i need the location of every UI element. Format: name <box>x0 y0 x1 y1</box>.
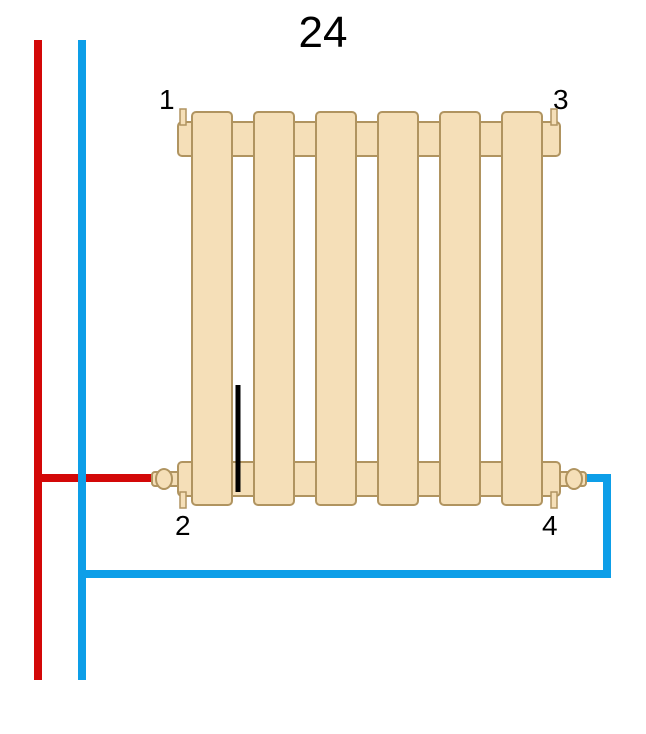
radiator-column <box>440 112 480 505</box>
radiator-column <box>254 112 294 505</box>
radiator-column <box>378 112 418 505</box>
radiator-diagram: 24 1 3 2 4 <box>0 0 646 734</box>
top-endcap <box>180 109 186 125</box>
radiator-column <box>192 112 232 505</box>
bottom-endcap <box>180 492 186 508</box>
radiator-column <box>316 112 356 505</box>
top-endcap <box>551 109 557 125</box>
diagram-svg <box>0 0 646 734</box>
bottom-endcap <box>551 492 557 508</box>
radiator-column <box>502 112 542 505</box>
